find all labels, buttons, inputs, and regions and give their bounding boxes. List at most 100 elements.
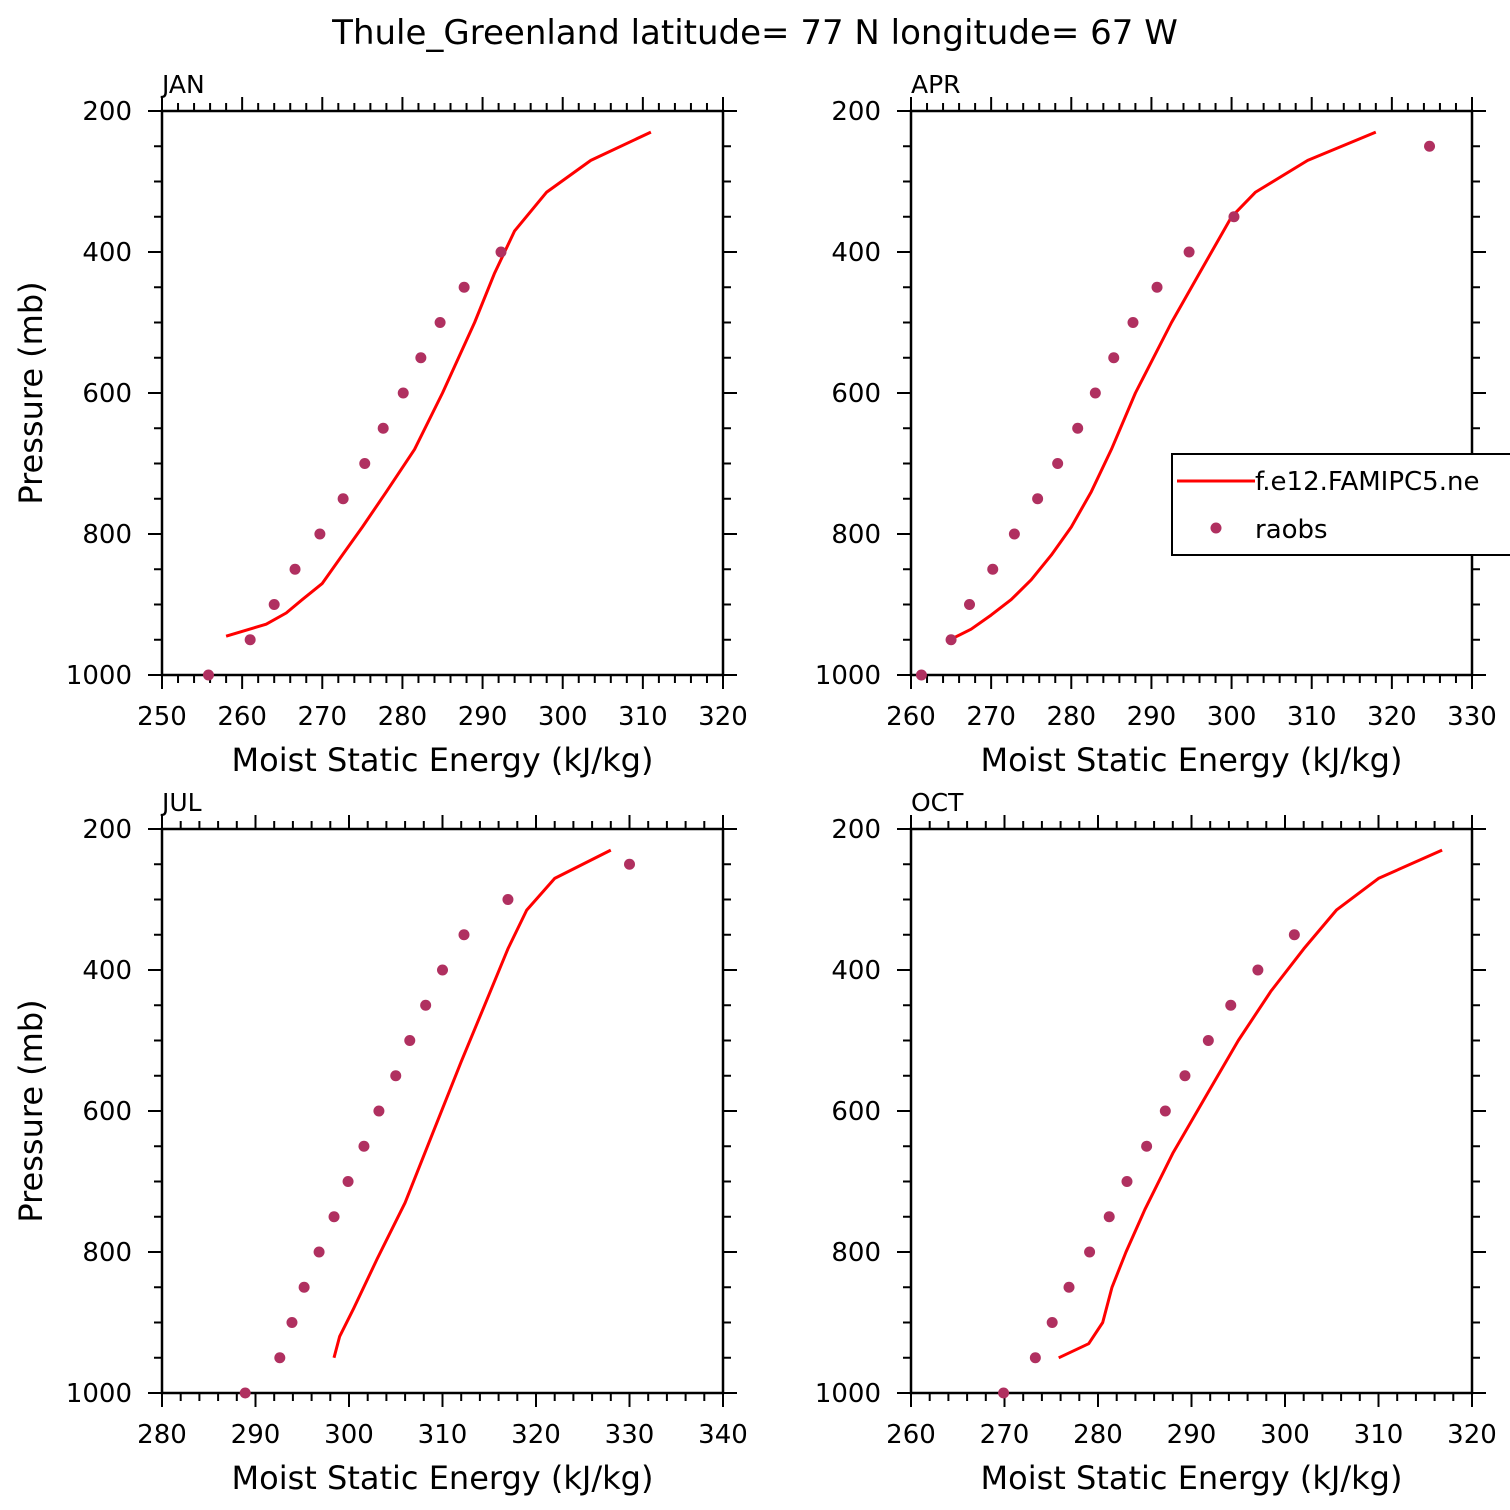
y-tick-label: 1000 [66,1379,132,1409]
y-tick-label: 600 [82,379,132,409]
axis-ticks [148,815,737,1407]
data-point-raobs [502,894,514,905]
y-tick-label: 200 [831,97,881,127]
data-point-raobs [1089,387,1101,399]
x-tick-label: 310 [618,702,668,732]
x-tick-label: 330 [1447,702,1497,732]
x-tick-label: 310 [1354,1420,1404,1450]
y-tick-label: 800 [831,520,881,550]
y-tick-label: 800 [831,1238,881,1268]
data-point-raobs [458,281,470,293]
y-tick-label: 400 [82,956,132,986]
data-point-raobs [1252,964,1264,976]
axis-ticks [897,815,1486,1407]
panel-label-jul: JUL [160,788,202,817]
data-point-raobs [624,858,635,870]
x-tick-label: 330 [605,1420,655,1450]
y-tick-label: 1000 [815,1379,881,1409]
x-tick-label: 300 [1260,1420,1310,1450]
y-tick-label: 400 [82,238,132,268]
y-tick-label: 200 [82,815,132,845]
series-raobs [915,140,1436,681]
x-tick-label: 300 [324,1420,374,1450]
series-raobs [239,858,635,1399]
x-tick-label: 280 [137,1420,187,1450]
y-tick-label: 200 [82,97,132,127]
data-point-raobs [458,929,470,941]
data-point-raobs [1103,1211,1115,1223]
data-point-raobs [1179,1070,1191,1082]
x-tick-label: 280 [378,702,428,732]
panel-label-oct: OCT [911,788,964,817]
panel-oct: OCT 260 270 280 290 300 310 320 200 400 600 800 1000… [815,788,1497,1497]
data-point-raobs [404,1035,416,1046]
series-line-model [225,130,652,638]
x-tick-label: 320 [1447,1420,1497,1450]
y-tick-label: 600 [82,1097,132,1127]
data-point-raobs [1121,1176,1133,1187]
x-tick-label: 320 [511,1420,561,1450]
data-point-raobs [313,1246,325,1258]
data-point-raobs [915,669,927,681]
x-tick-label: 270 [980,1420,1030,1450]
figure-title: Thule_Greenland latitude= 77 N longitude… [331,13,1178,53]
y-tick-label: 600 [831,379,881,409]
x-tick-label: 320 [698,702,748,732]
data-point-raobs [1008,528,1020,540]
data-point-raobs [342,1176,354,1187]
legend-entry-raobs: raobs [1255,515,1328,545]
y-tick-label: 1000 [815,661,881,691]
series-line-model [1058,848,1443,1360]
data-point-raobs [420,999,432,1011]
legend-dot-swatch [1210,522,1222,534]
data-point-raobs [1108,352,1120,364]
series-raobs [202,246,507,681]
axis-ticks [148,97,737,689]
data-point-raobs [1228,211,1240,223]
y-tick-label: 400 [831,956,881,986]
legend-box [1171,453,1510,556]
x-tick-label: 290 [231,1420,281,1450]
data-point-raobs [987,563,999,575]
data-point-raobs [298,1281,310,1293]
panel-jan: JAN 250 260 270 280 290 300 310 320 200 400 600 800 1… [12,70,748,779]
data-point-raobs [415,352,427,364]
data-point-raobs [377,422,389,434]
data-point-raobs [239,1387,251,1399]
data-point-raobs [495,246,507,258]
data-point-raobs [337,493,349,505]
series-line-model [946,130,1377,643]
x-tick-label: 300 [1207,702,1257,732]
x-axis-label: Moist Static Energy (kJ/kg) [232,1459,654,1497]
y-tick-label: 800 [82,520,132,550]
legend: f.e12.FAMIPC5.ne raobs [1171,453,1510,556]
panels: JAN 250 260 270 280 290 300 310 320 200 400 600 800 1… [12,70,1497,1497]
data-point-raobs [964,599,976,610]
data-point-raobs [1052,458,1064,469]
panel-label-jan: JAN [160,70,205,99]
data-point-raobs [1141,1140,1153,1152]
x-tick-label: 340 [698,1420,748,1450]
data-point-raobs [1032,493,1044,505]
data-point-raobs [286,1317,298,1328]
data-point-raobs [1046,1317,1058,1328]
data-point-raobs [945,634,957,646]
plot-frame [909,109,1474,677]
data-point-raobs [1127,317,1139,328]
x-tick-label: 320 [1367,702,1417,732]
y-axis-label: Pressure (mb) [12,281,50,504]
data-point-raobs [373,1105,385,1117]
panel-jul: JUL 280 290 300 310 320 330 340 200 400 600 800 1000… [12,788,748,1497]
y-tick-label: 600 [831,1097,881,1127]
y-axis-label: Pressure (mb) [12,999,50,1222]
data-point-raobs [998,1387,1010,1399]
x-axis-label: Moist Static Energy (kJ/kg) [981,741,1403,779]
data-point-raobs [1288,929,1300,941]
x-axis-label: Moist Static Energy (kJ/kg) [232,741,654,779]
data-point-raobs [397,387,409,399]
x-tick-label: 260 [886,1420,936,1450]
x-tick-label: 290 [1167,1420,1217,1450]
y-tick-label: 400 [831,238,881,268]
data-point-raobs [244,634,256,646]
x-tick-label: 290 [1127,702,1177,732]
